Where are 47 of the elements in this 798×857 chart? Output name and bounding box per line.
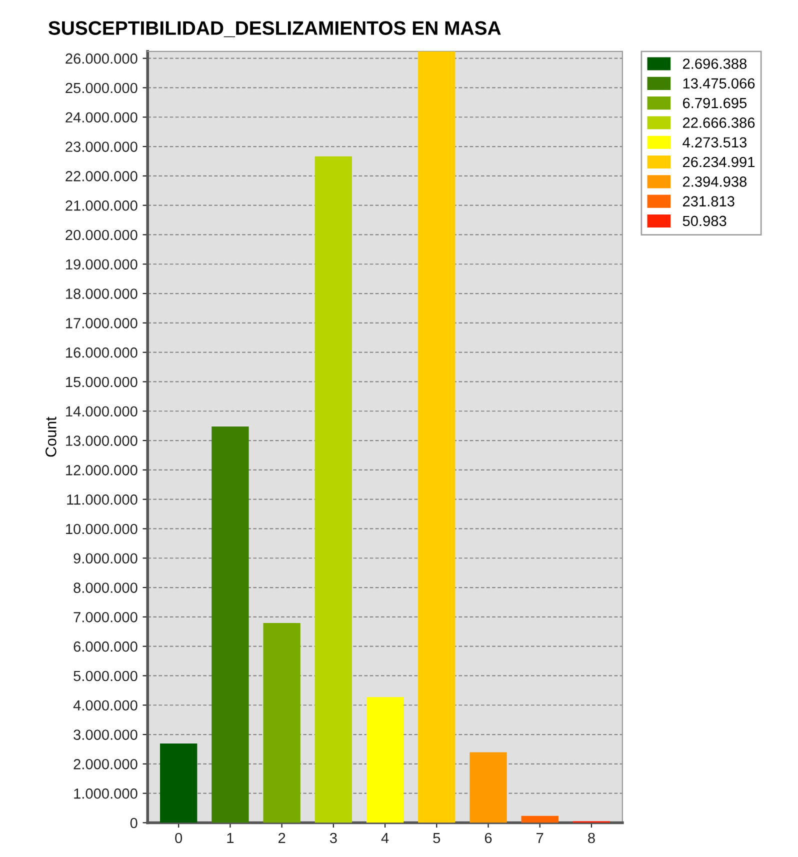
x-tick-label: 5 xyxy=(433,832,440,844)
y-tick-label: 1.000.000 xyxy=(74,788,138,799)
y-tick-label: 15.000.000 xyxy=(66,376,138,388)
x-tick-label: 6 xyxy=(484,832,492,844)
y-tick-label: 12.000.000 xyxy=(66,465,138,476)
y-tick-label: 17.000.000 xyxy=(66,318,138,328)
y-tick-label: 2.000.000 xyxy=(74,759,138,770)
legend-label: 50.983 xyxy=(682,216,726,226)
y-tick-label: 22.000.000 xyxy=(66,171,138,182)
legend-label: 2.394.938 xyxy=(683,176,747,187)
y-tick-label: 21.000.000 xyxy=(66,200,138,211)
y-axis-title: Count xyxy=(46,416,56,457)
x-tick-label: 4 xyxy=(381,832,389,844)
y-tick-label: 0 xyxy=(130,818,138,828)
y-tick-label: 6.000.000 xyxy=(74,641,138,652)
y-tick-label: 16.000.000 xyxy=(66,347,138,358)
y-tick-label: 5.000.000 xyxy=(74,670,138,682)
y-tick-label: 26.000.000 xyxy=(66,53,138,64)
y-tick-label: 25.000.000 xyxy=(66,82,138,94)
y-tick-label: 3.000.000 xyxy=(74,730,138,740)
y-tick-label: 14.000.000 xyxy=(66,406,138,417)
y-tick-label: 11.000.000 xyxy=(67,494,138,505)
y-tick-label: 13.000.000 xyxy=(66,436,138,446)
y-tick-label: 10.000.000 xyxy=(66,524,138,534)
legend-label: 2.696.388 xyxy=(683,58,747,69)
x-tick-label: 1 xyxy=(227,832,234,844)
y-tick-label: 18.000.000 xyxy=(66,288,138,299)
y-tick-label: 19.000.000 xyxy=(66,259,138,270)
y-tick-label: 24.000.000 xyxy=(66,112,138,123)
y-tick-label: 7.000.000 xyxy=(74,612,138,622)
x-tick-label: 8 xyxy=(588,832,595,844)
y-tick-label: 4.000.000 xyxy=(73,700,138,711)
legend-label: 13.475.066 xyxy=(683,78,755,89)
legend-label: 4.273.513 xyxy=(682,137,746,148)
y-tick-label: 20.000.000 xyxy=(66,230,138,240)
legend-label: 231.813 xyxy=(683,196,734,206)
legend-label: 6.791.695 xyxy=(683,98,747,108)
legend-label: 26.234.991 xyxy=(683,156,755,168)
y-tick-label: 23.000.000 xyxy=(66,142,138,152)
y-tick-label: 9.000.000 xyxy=(74,553,138,564)
x-tick-label: 3 xyxy=(330,832,337,844)
legend-label: 22.666.386 xyxy=(683,118,755,128)
chart-title: SUSCEPTIBILIDAD_DESLIZAMIENTOS EN MASA xyxy=(48,21,501,38)
y-tick-label: 8.000.000 xyxy=(74,582,138,593)
x-tick-label: 0 xyxy=(175,832,182,844)
x-tick-label: 2 xyxy=(278,832,286,844)
x-tick-label: 7 xyxy=(536,832,544,844)
